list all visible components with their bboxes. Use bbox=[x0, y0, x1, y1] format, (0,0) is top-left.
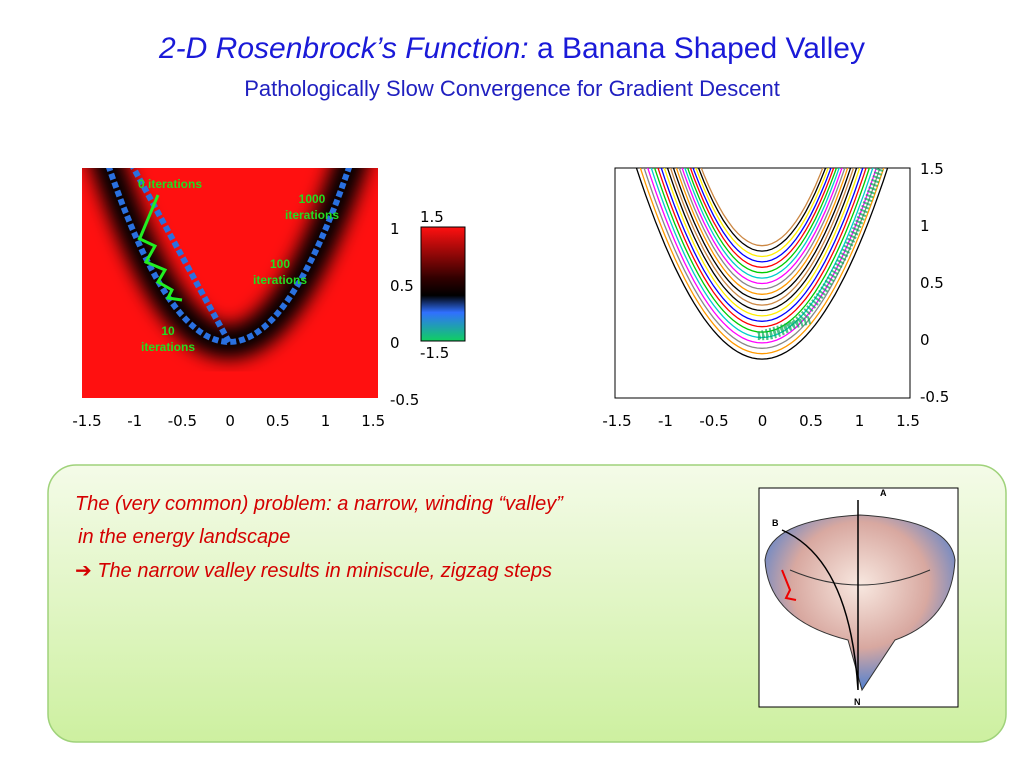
x-tick-label: 0.5 bbox=[266, 412, 290, 430]
text-line: ➔ The narrow valley results in miniscule… bbox=[75, 560, 552, 582]
contour-line bbox=[660, 168, 864, 322]
x-tick-label: 0.5 bbox=[799, 412, 823, 430]
annotation: iterations bbox=[285, 208, 339, 222]
contour-line bbox=[675, 168, 849, 295]
x-tick-label: -1.5 bbox=[72, 412, 101, 430]
contour-line bbox=[653, 168, 871, 333]
annotation: 100 bbox=[270, 257, 290, 271]
contour-line bbox=[643, 168, 881, 349]
x-tick-label: 1.5 bbox=[896, 412, 920, 430]
y-tick-label: 0 bbox=[920, 331, 930, 349]
y-tick-label: 1 bbox=[390, 220, 400, 238]
x-tick-label: -0.5 bbox=[168, 412, 197, 430]
contour-line bbox=[692, 168, 832, 263]
surface-label: N bbox=[854, 697, 861, 707]
contour-line bbox=[657, 168, 867, 328]
x-tick-label: 0 bbox=[758, 412, 768, 430]
text-line: The (very common) problem: a narrow, win… bbox=[75, 493, 564, 515]
contour-line bbox=[635, 168, 889, 360]
contour-line bbox=[686, 168, 838, 274]
colorbar bbox=[420, 226, 466, 342]
contour-line bbox=[663, 168, 861, 317]
contour-line bbox=[689, 168, 835, 268]
y-tick-label: 0.5 bbox=[390, 277, 414, 295]
colorbar-label: -1.5 bbox=[420, 344, 449, 362]
contour-line bbox=[684, 168, 840, 279]
surface-label: A bbox=[880, 488, 887, 498]
trajectory bbox=[756, 168, 885, 341]
heatmap bbox=[82, 168, 466, 398]
y-tick-label: 0.5 bbox=[920, 274, 944, 292]
annotation: 1000 bbox=[299, 192, 326, 206]
x-tick-label: -0.5 bbox=[699, 412, 728, 430]
y-tick-label: 0 bbox=[390, 334, 400, 352]
contour-plot bbox=[614, 167, 911, 399]
surface-label: B bbox=[772, 518, 779, 528]
y-tick-label: -0.5 bbox=[920, 388, 949, 406]
x-tick-label: 0 bbox=[225, 412, 235, 430]
contour-line bbox=[700, 168, 824, 247]
x-tick-label: 1 bbox=[855, 412, 865, 430]
y-tick-label: 1 bbox=[920, 217, 930, 235]
annotation: iterations bbox=[141, 340, 195, 354]
contour-line bbox=[669, 168, 855, 306]
contour-line bbox=[678, 168, 846, 290]
y-tick-label: 1.5 bbox=[920, 160, 944, 178]
contour-line bbox=[697, 168, 827, 252]
contour-line bbox=[672, 168, 852, 301]
colorbar-label: 1.5 bbox=[420, 208, 444, 226]
x-tick-label: 1.5 bbox=[361, 412, 385, 430]
contour-line bbox=[681, 168, 843, 285]
contour-line bbox=[695, 168, 829, 258]
text-line: in the energy landscape bbox=[78, 526, 290, 548]
contour-line bbox=[639, 168, 885, 355]
y-tick-label: -0.5 bbox=[390, 391, 419, 409]
annotation: 10 bbox=[161, 324, 175, 338]
title: 2-D Rosenbrock’s Function: a Banana Shap… bbox=[158, 32, 865, 65]
subtitle: Pathologically Slow Convergence for Grad… bbox=[244, 76, 780, 101]
zigzag-arrows bbox=[137, 194, 183, 302]
annotation: 0 iterations bbox=[138, 177, 202, 191]
x-tick-label: 1 bbox=[321, 412, 331, 430]
annotation: iterations bbox=[253, 273, 307, 287]
x-tick-label: -1 bbox=[127, 412, 142, 430]
x-tick-label: -1.5 bbox=[602, 412, 631, 430]
x-tick-label: -1 bbox=[658, 412, 673, 430]
contour-line bbox=[666, 168, 858, 312]
surface-figure: A B N bbox=[758, 487, 959, 708]
